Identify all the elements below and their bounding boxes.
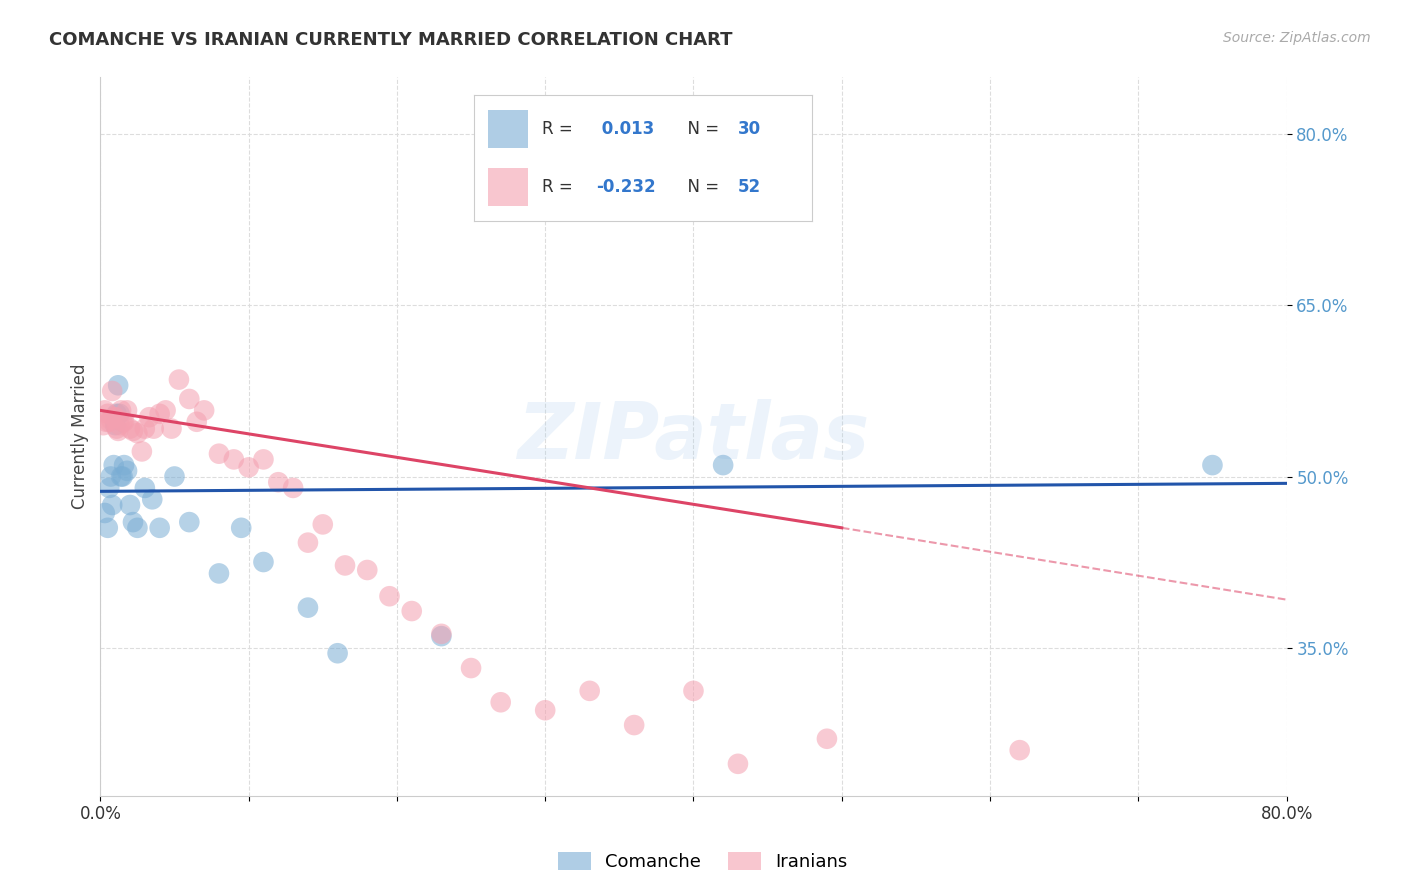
Point: [97, 521, 120, 535]
Point: [118, 498, 141, 512]
Point: [142, 422, 165, 436]
Point: [127, 521, 149, 535]
Point: [97, 407, 120, 421]
Point: [312, 517, 335, 532]
Point: [460, 661, 482, 675]
Point: [98, 415, 121, 429]
Point: [122, 515, 145, 529]
Point: [122, 424, 145, 438]
Point: [208, 447, 231, 461]
Point: [105, 407, 128, 421]
Point: [104, 418, 127, 433]
Point: [430, 627, 453, 641]
Point: [267, 475, 290, 490]
Point: [489, 695, 512, 709]
Point: [193, 403, 215, 417]
Text: ZIPatlas: ZIPatlas: [517, 399, 869, 475]
Point: [186, 415, 208, 429]
Point: [578, 684, 600, 698]
Point: [149, 521, 172, 535]
Text: Source: ZipAtlas.com: Source: ZipAtlas.com: [1223, 31, 1371, 45]
Point: [103, 458, 125, 472]
Point: [127, 426, 149, 441]
Point: [108, 407, 131, 421]
Point: [100, 412, 122, 426]
Point: [134, 422, 156, 436]
Point: [91, 418, 114, 433]
Point: [297, 535, 319, 549]
Point: [179, 515, 201, 529]
Point: [231, 521, 253, 535]
Point: [98, 481, 121, 495]
Point: [222, 452, 245, 467]
Point: [101, 498, 124, 512]
Point: [252, 555, 274, 569]
Point: [163, 469, 186, 483]
Point: [326, 646, 349, 660]
Point: [111, 469, 134, 483]
Point: [138, 410, 160, 425]
Point: [118, 422, 141, 436]
Point: [208, 566, 231, 581]
Point: [179, 392, 201, 406]
Point: [815, 731, 838, 746]
Point: [623, 718, 645, 732]
Point: [131, 444, 153, 458]
Point: [112, 415, 135, 429]
Point: [100, 469, 122, 483]
Point: [333, 558, 356, 573]
Point: [96, 415, 118, 429]
Point: [378, 589, 401, 603]
Point: [110, 403, 132, 417]
Point: [356, 563, 378, 577]
Point: [430, 629, 453, 643]
Point: [108, 418, 131, 433]
Point: [110, 469, 132, 483]
Point: [141, 492, 163, 507]
Point: [103, 410, 125, 425]
Point: [238, 460, 260, 475]
Point: [149, 407, 172, 421]
Point: [107, 378, 129, 392]
Point: [1201, 458, 1223, 472]
Point: [94, 403, 117, 417]
Point: [134, 481, 156, 495]
Legend: Comanche, Iranians: Comanche, Iranians: [551, 845, 855, 879]
Point: [101, 384, 124, 398]
Point: [682, 684, 704, 698]
Point: [115, 403, 138, 417]
Point: [160, 422, 183, 436]
Point: [167, 373, 190, 387]
Point: [115, 464, 138, 478]
Point: [534, 703, 557, 717]
Point: [1008, 743, 1031, 757]
Point: [105, 422, 128, 436]
Point: [727, 756, 749, 771]
Point: [252, 452, 274, 467]
Point: [401, 604, 423, 618]
Point: [297, 600, 319, 615]
Point: [281, 481, 304, 495]
Point: [155, 403, 177, 417]
Point: [112, 458, 135, 472]
Text: COMANCHE VS IRANIAN CURRENTLY MARRIED CORRELATION CHART: COMANCHE VS IRANIAN CURRENTLY MARRIED CO…: [49, 31, 733, 49]
Point: [111, 415, 134, 429]
Point: [94, 506, 117, 520]
Y-axis label: Currently Married: Currently Married: [72, 364, 89, 509]
Point: [711, 458, 734, 472]
Point: [104, 410, 127, 425]
Point: [107, 424, 129, 438]
